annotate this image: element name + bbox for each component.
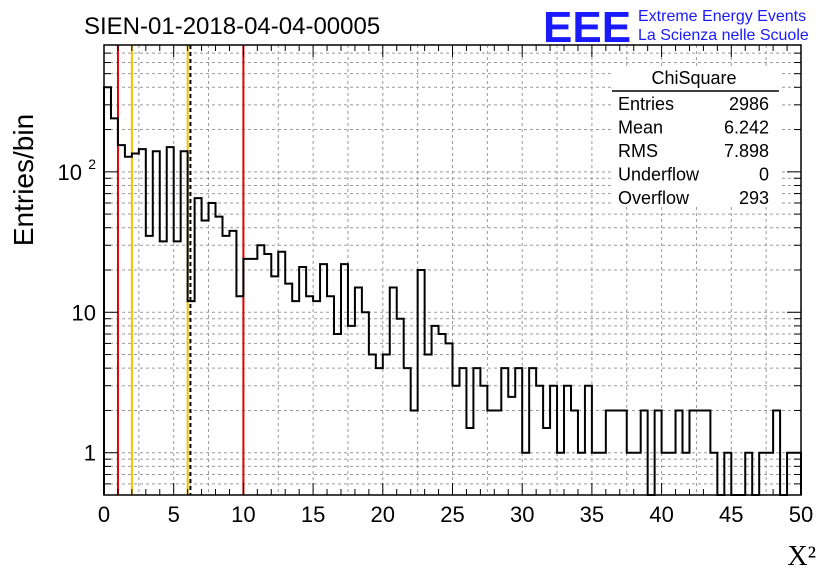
stats-title: ChiSquare	[651, 68, 736, 88]
y-axis: 1 10 10 2	[58, 44, 801, 496]
x-tick-label: 35	[580, 502, 604, 527]
logo-line2: La Scienza nelle Scuole	[638, 27, 809, 44]
stats-row-label: Entries	[618, 94, 674, 114]
stats-box: ChiSquare Entries 2986 Mean 6.242 RMS 7.898 Un…	[612, 66, 779, 208]
x-tick-label: 50	[789, 502, 813, 527]
y-tick-label: 10	[72, 300, 96, 325]
stats-row-value: 2986	[729, 94, 769, 114]
x-tick-label: 15	[301, 502, 325, 527]
y-tick-label: 10	[58, 160, 82, 185]
x-tick-label: 20	[371, 502, 395, 527]
x-tick-label: 0	[98, 502, 110, 527]
stats-row-value: 293	[739, 188, 769, 208]
x-tick-label: 30	[510, 502, 534, 527]
y-tick-label-exponent: 2	[88, 156, 96, 172]
stats-row-label: Underflow	[618, 165, 700, 185]
stats-row-label: Overflow	[618, 188, 690, 208]
y-tick-label: 1	[84, 441, 96, 466]
x-tick-label: 45	[719, 502, 743, 527]
x-tick-label: 40	[649, 502, 673, 527]
x-tick-label: 25	[440, 502, 464, 527]
logo-line1: Extreme Energy Events	[638, 8, 806, 25]
stats-row-value: 7.898	[724, 141, 769, 161]
logo-mark: EEE	[543, 3, 631, 52]
x-axis: 0 5 10 15 20 25 30 35 40 45 50	[98, 45, 813, 527]
stats-row-label: RMS	[618, 141, 658, 161]
chart-title: SIEN-01-2018-04-04-00005	[84, 13, 380, 40]
y-axis-label: Entries/bin	[8, 114, 39, 246]
x-axis-label: X²	[787, 541, 816, 572]
eee-logo: EEE Extreme Energy Events La Scienza nel…	[543, 3, 809, 52]
x-tick-label: 10	[231, 502, 255, 527]
x-tick-label: 5	[168, 502, 180, 527]
stats-row-label: Mean	[618, 118, 663, 138]
stats-row-value: 6.242	[724, 118, 769, 138]
histogram-series	[103, 86, 802, 496]
stats-row-value: 0	[759, 165, 769, 185]
